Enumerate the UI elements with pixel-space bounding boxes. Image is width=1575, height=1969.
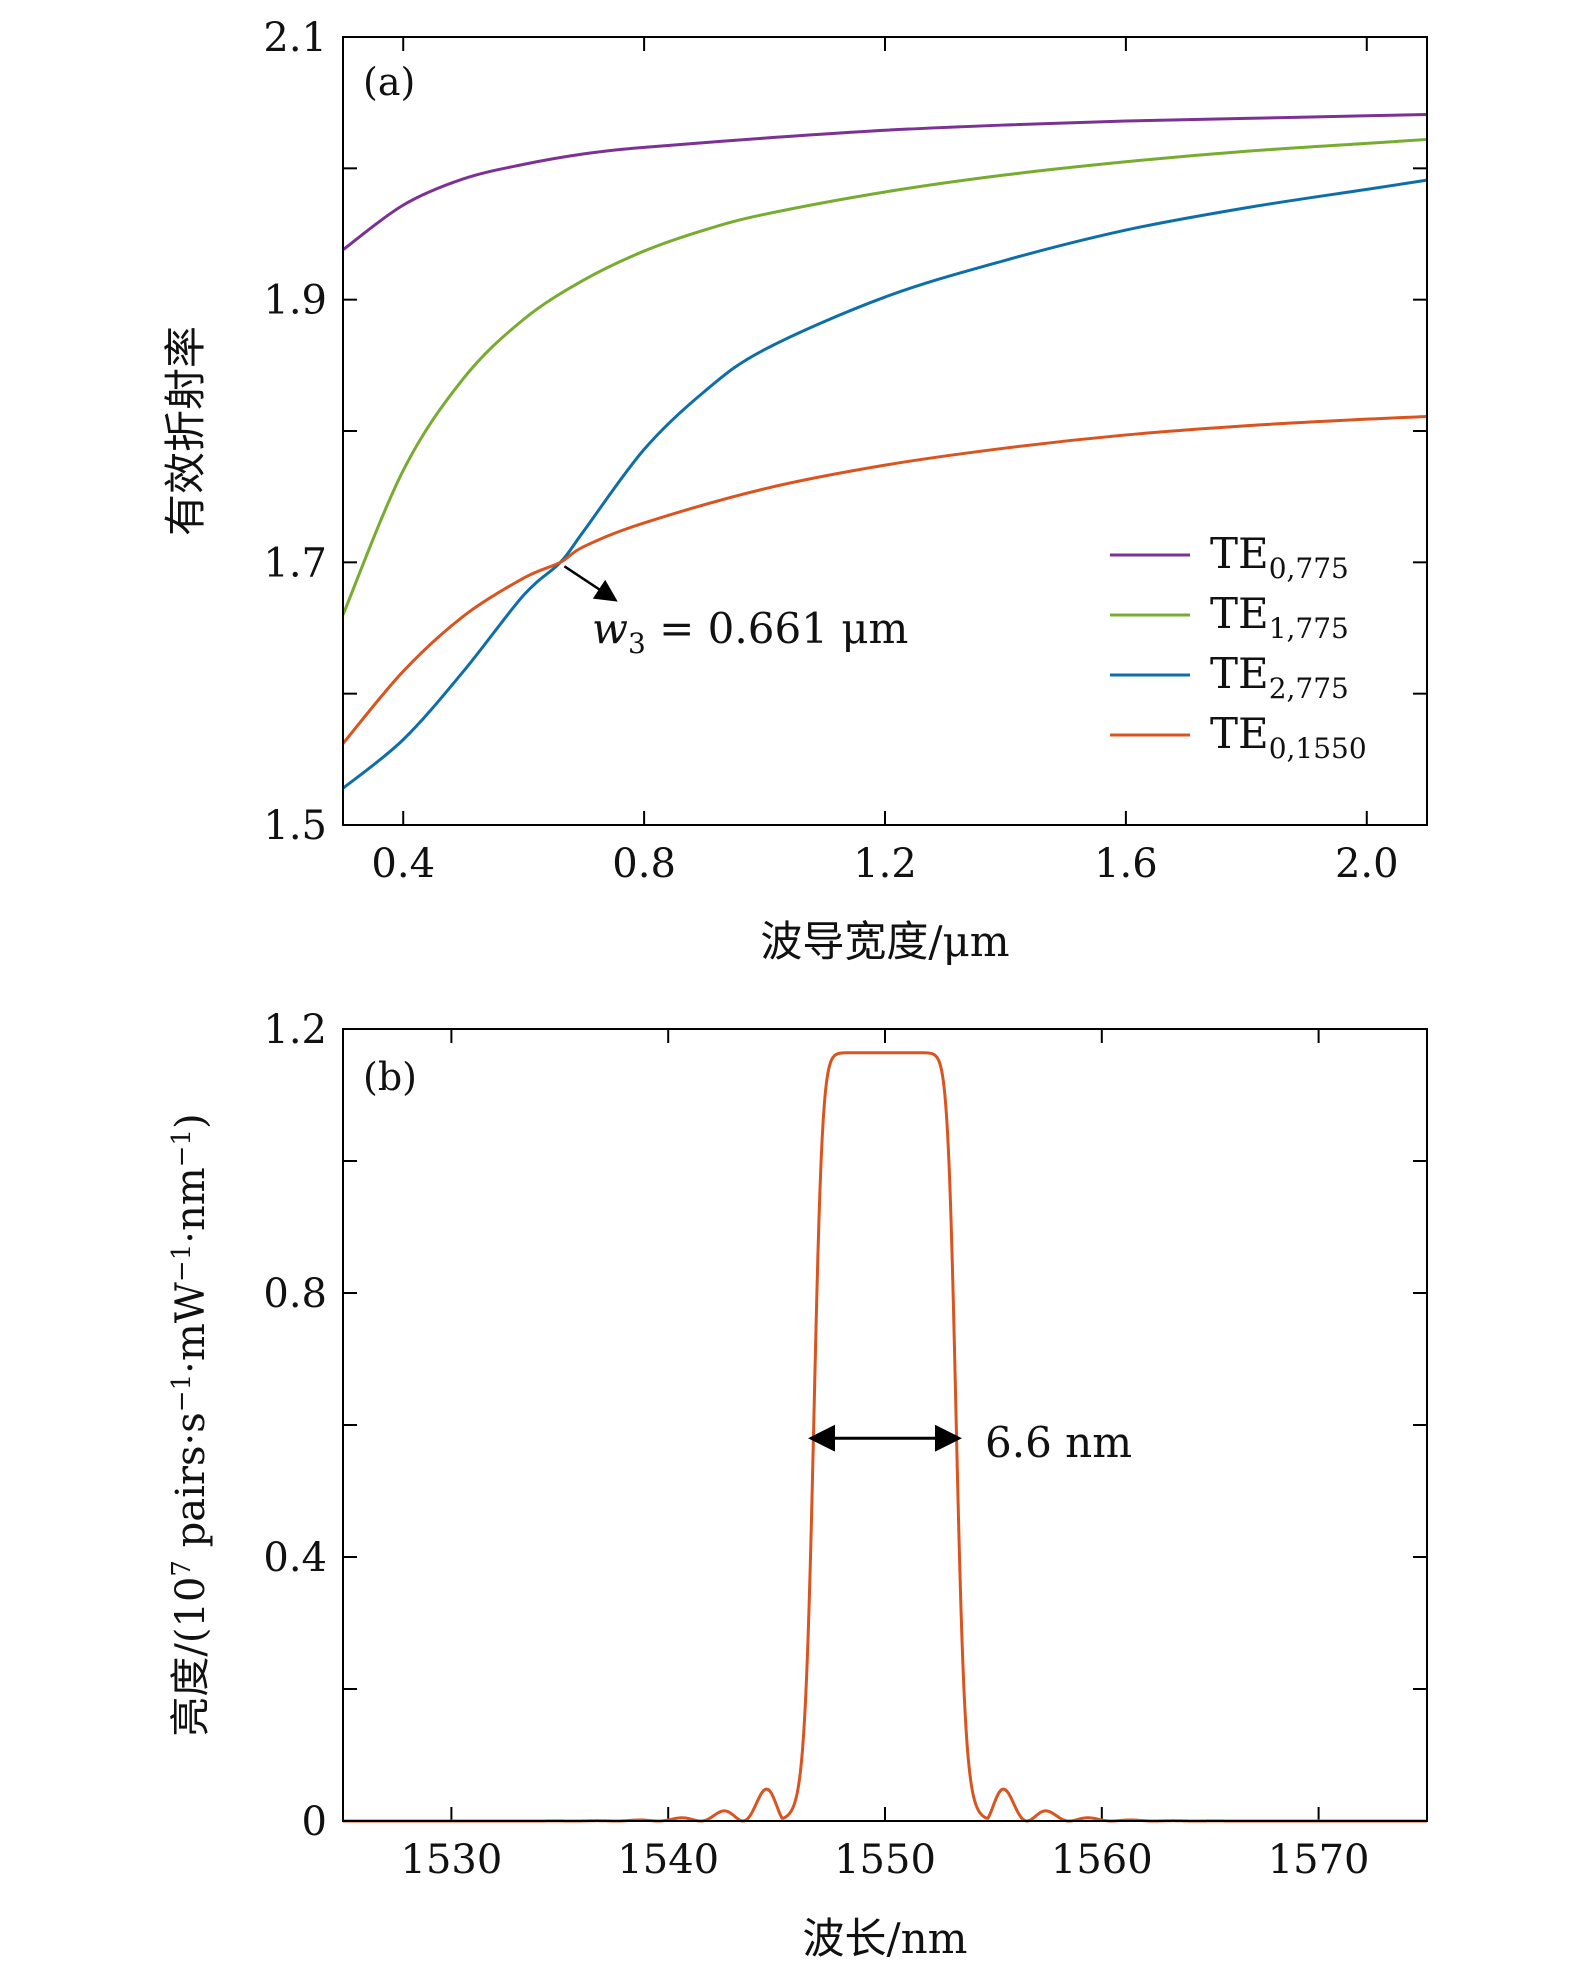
panel-a-ytick-label: 1.7 — [263, 540, 327, 586]
panel-a-xtick-label: 1.6 — [1094, 841, 1158, 887]
panel-a-ylabel: 有效折射率 — [161, 326, 210, 536]
panel-b-chart: (b) 1530 1540 1550 1560 1570 0 0.4 0.8 1.2 波长/nm… — [167, 1007, 1428, 1963]
panel-a-xtick-label: 2.0 — [1335, 841, 1399, 887]
panel-b-ylabel: 亮度/(107 pairs·s−1·mW−1·nm−1) — [167, 1113, 214, 1736]
panel-b-ytick-label: 0.8 — [263, 1271, 327, 1317]
panel-a-xtick-label: 0.8 — [612, 841, 676, 887]
panel-a-series-group — [341, 112, 1428, 790]
panel-a-ticks — [343, 36, 1427, 826]
legend-label-te2-775: TE2,775 — [1210, 649, 1349, 705]
panel-a-legend: TE0,775 TE1,775 TE2,775 TE0,1550 — [1110, 529, 1367, 765]
panel-b-xtick-label: 1550 — [834, 1837, 936, 1883]
panel-b-label: (b) — [363, 1055, 417, 1099]
panel-b-xtick-label: 1570 — [1268, 1837, 1370, 1883]
panel-a-annotation: w3 = 0.661 μm — [592, 604, 908, 660]
panel-a-ytick-label: 1.9 — [263, 278, 327, 324]
panel-b-plot-frame — [342, 1028, 1428, 1822]
panel-b-ytick-label: 1.2 — [263, 1007, 327, 1053]
panel-a-xtick-label: 1.2 — [853, 841, 917, 887]
legend-label-te0-775: TE0,775 — [1210, 529, 1349, 585]
panel-b-xtick-label: 1560 — [1051, 1837, 1153, 1883]
panel-b-xlabel: 波长/nm — [802, 1914, 967, 1963]
panel-a-ytick-label: 2.1 — [263, 15, 327, 61]
panel-a-chart: (a) 0.4 0.8 1.2 1.6 2.01.51.71.92.1 波导宽度/μm … — [161, 15, 1428, 966]
panel-a-ytick-label: 1.5 — [263, 803, 327, 849]
legend-label-te1-775: TE1,775 — [1210, 589, 1349, 645]
panel-a-tick-labels: 0.4 0.8 1.2 1.6 2.0 1.5 1.7 1.9 2.1 — [263, 15, 1398, 887]
panel-b-ticks — [343, 1028, 1427, 1822]
legend-label-te0-1550: TE0,1550 — [1210, 709, 1367, 765]
panel-b-xtick-label: 1530 — [401, 1837, 503, 1883]
panel-b-tick-labels: 1530 1540 1550 1560 1570 0 0.4 0.8 1.2 — [263, 1007, 1369, 1883]
series-line-te1-775 — [341, 137, 1428, 616]
panel-a-label: (a) — [363, 60, 415, 104]
panel-a-plot-frame — [342, 36, 1428, 826]
panel-b-xtick-label: 1540 — [617, 1837, 719, 1883]
panel-b-annotation: 6.6 nm — [985, 1418, 1132, 1467]
series-line-te0-1550 — [341, 415, 1428, 745]
series-line-te2-775 — [342, 178, 1428, 790]
panel-b-ytick-label: 0.4 — [263, 1535, 327, 1581]
panel-a-xtick-label: 0.4 — [371, 841, 435, 887]
panel-b-ytick-label: 0 — [302, 1799, 327, 1845]
panel-a-annotation-arrow — [563, 565, 618, 602]
series-line-te0-775 — [342, 112, 1428, 251]
panel-a-xlabel: 波导宽度/μm — [760, 917, 1009, 966]
